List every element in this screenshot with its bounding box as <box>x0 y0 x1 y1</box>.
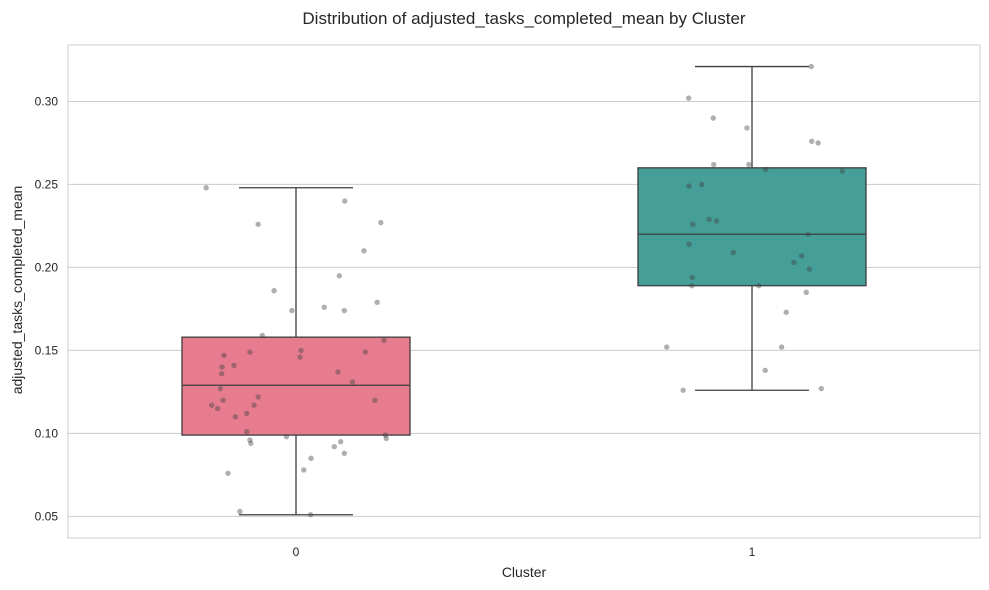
data-point <box>255 394 261 400</box>
data-point <box>247 437 253 443</box>
data-point <box>809 138 815 144</box>
data-point <box>214 405 221 412</box>
data-point <box>730 249 737 256</box>
data-point <box>289 307 295 314</box>
data-point <box>799 253 805 259</box>
data-point <box>362 349 369 355</box>
data-point <box>361 248 367 254</box>
data-point <box>805 231 811 237</box>
data-point <box>689 282 695 289</box>
data-point <box>372 397 378 403</box>
box-iqr <box>637 167 867 287</box>
data-point <box>221 352 227 359</box>
data-point <box>382 432 389 438</box>
data-point <box>271 287 277 294</box>
data-point <box>803 289 809 296</box>
data-point <box>308 455 314 462</box>
y-tick-label: 0.10 <box>35 426 59 440</box>
data-point <box>710 161 717 168</box>
data-point <box>818 385 825 392</box>
data-point <box>378 219 384 226</box>
data-point <box>690 221 696 227</box>
data-point <box>680 387 686 393</box>
y-ticks: 0.05 0.10 0.15 0.20 0.25 0.30 <box>35 94 59 523</box>
data-point <box>220 397 226 403</box>
data-point <box>383 435 389 442</box>
data-point <box>336 273 343 279</box>
jitter-points <box>203 63 845 518</box>
box-cluster-1 <box>637 65 867 391</box>
box-cluster-0 <box>181 187 411 516</box>
boxes <box>181 65 867 516</box>
data-point <box>307 512 314 518</box>
data-point <box>331 444 338 450</box>
data-point <box>762 166 769 173</box>
y-tick-label: 0.15 <box>35 343 59 357</box>
data-point <box>686 241 692 247</box>
data-point <box>341 307 348 314</box>
data-point <box>232 414 239 420</box>
data-point <box>341 450 348 457</box>
data-point <box>664 344 670 350</box>
data-point <box>686 183 692 189</box>
data-point <box>251 402 257 408</box>
data-point <box>248 440 254 447</box>
data-point <box>808 63 814 70</box>
data-point <box>778 344 785 350</box>
y-tick-label: 0.25 <box>35 177 59 191</box>
data-point <box>381 337 387 344</box>
data-point <box>756 282 762 289</box>
box-iqr <box>181 336 411 436</box>
y-grid <box>68 100 980 517</box>
data-point <box>706 216 712 222</box>
x-axis-label: Cluster <box>502 564 547 580</box>
data-point <box>689 274 695 281</box>
data-point <box>699 181 705 188</box>
data-point <box>259 332 265 339</box>
data-point <box>298 347 304 354</box>
data-point <box>219 364 225 370</box>
data-point <box>218 370 225 377</box>
data-point <box>374 299 380 305</box>
data-point <box>839 168 845 174</box>
y-tick-label: 0.05 <box>35 509 59 523</box>
data-point <box>746 161 752 168</box>
data-point <box>301 467 307 473</box>
x-tick-label: 1 <box>749 545 756 559</box>
data-point <box>231 362 237 369</box>
data-point <box>783 309 789 315</box>
data-point <box>244 429 250 435</box>
y-tick-label: 0.20 <box>35 260 59 274</box>
data-point <box>791 259 797 266</box>
plot-frame <box>67 44 981 539</box>
data-point <box>244 410 250 417</box>
data-point <box>283 434 290 440</box>
data-point <box>762 367 768 374</box>
data-point <box>744 125 750 131</box>
data-point <box>203 185 209 191</box>
data-point <box>713 218 720 224</box>
data-point <box>337 439 344 445</box>
data-point <box>255 221 261 227</box>
data-point <box>349 379 356 385</box>
data-point <box>342 198 348 204</box>
chart-title: Distribution of adjusted_tasks_completed… <box>302 9 746 28</box>
data-point <box>321 304 327 310</box>
data-point <box>247 349 253 355</box>
x-tick-label: 0 <box>293 545 300 559</box>
data-point <box>710 115 716 121</box>
data-point <box>335 369 341 375</box>
data-point <box>237 508 243 515</box>
data-point <box>297 354 303 360</box>
y-tick-label: 0.30 <box>35 94 59 108</box>
data-point <box>208 402 215 408</box>
data-point <box>225 470 231 476</box>
data-point <box>217 385 224 392</box>
data-point <box>815 140 821 146</box>
data-point <box>685 95 692 101</box>
data-point <box>806 266 813 272</box>
y-axis-label: adjusted_tasks_completed_mean <box>9 186 25 395</box>
